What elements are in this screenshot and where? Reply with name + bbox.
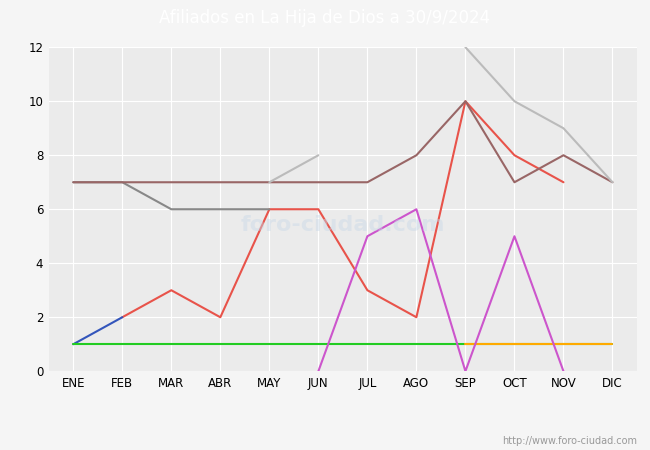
Text: foro-ciudad.com: foro-ciudad.com — [240, 216, 445, 235]
Text: http://www.foro-ciudad.com: http://www.foro-ciudad.com — [502, 436, 637, 446]
Text: Afiliados en La Hija de Dios a 30/9/2024: Afiliados en La Hija de Dios a 30/9/2024 — [159, 9, 491, 27]
